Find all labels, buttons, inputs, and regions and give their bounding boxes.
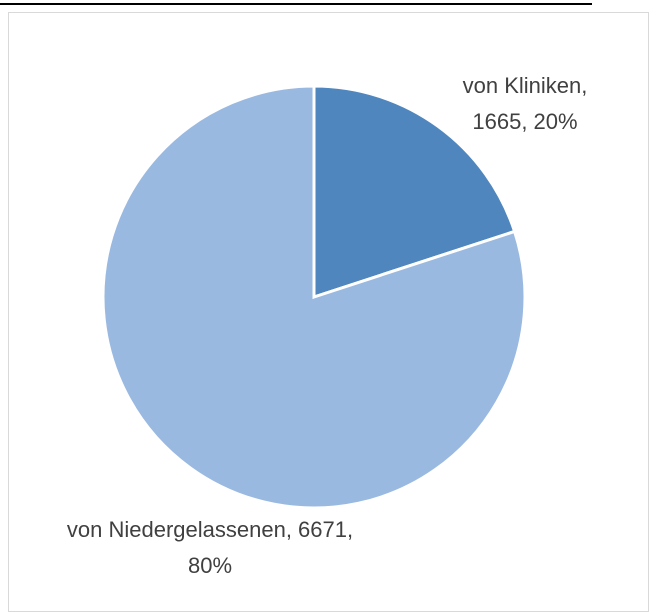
top-rule bbox=[0, 3, 592, 5]
pie-slice bbox=[101, 84, 527, 510]
pie-slice bbox=[312, 84, 517, 300]
data-label: von Kliniken, 1665, 20% bbox=[462, 73, 588, 134]
data-label: von Niedergelassenen, 6671, 80% bbox=[66, 517, 354, 578]
